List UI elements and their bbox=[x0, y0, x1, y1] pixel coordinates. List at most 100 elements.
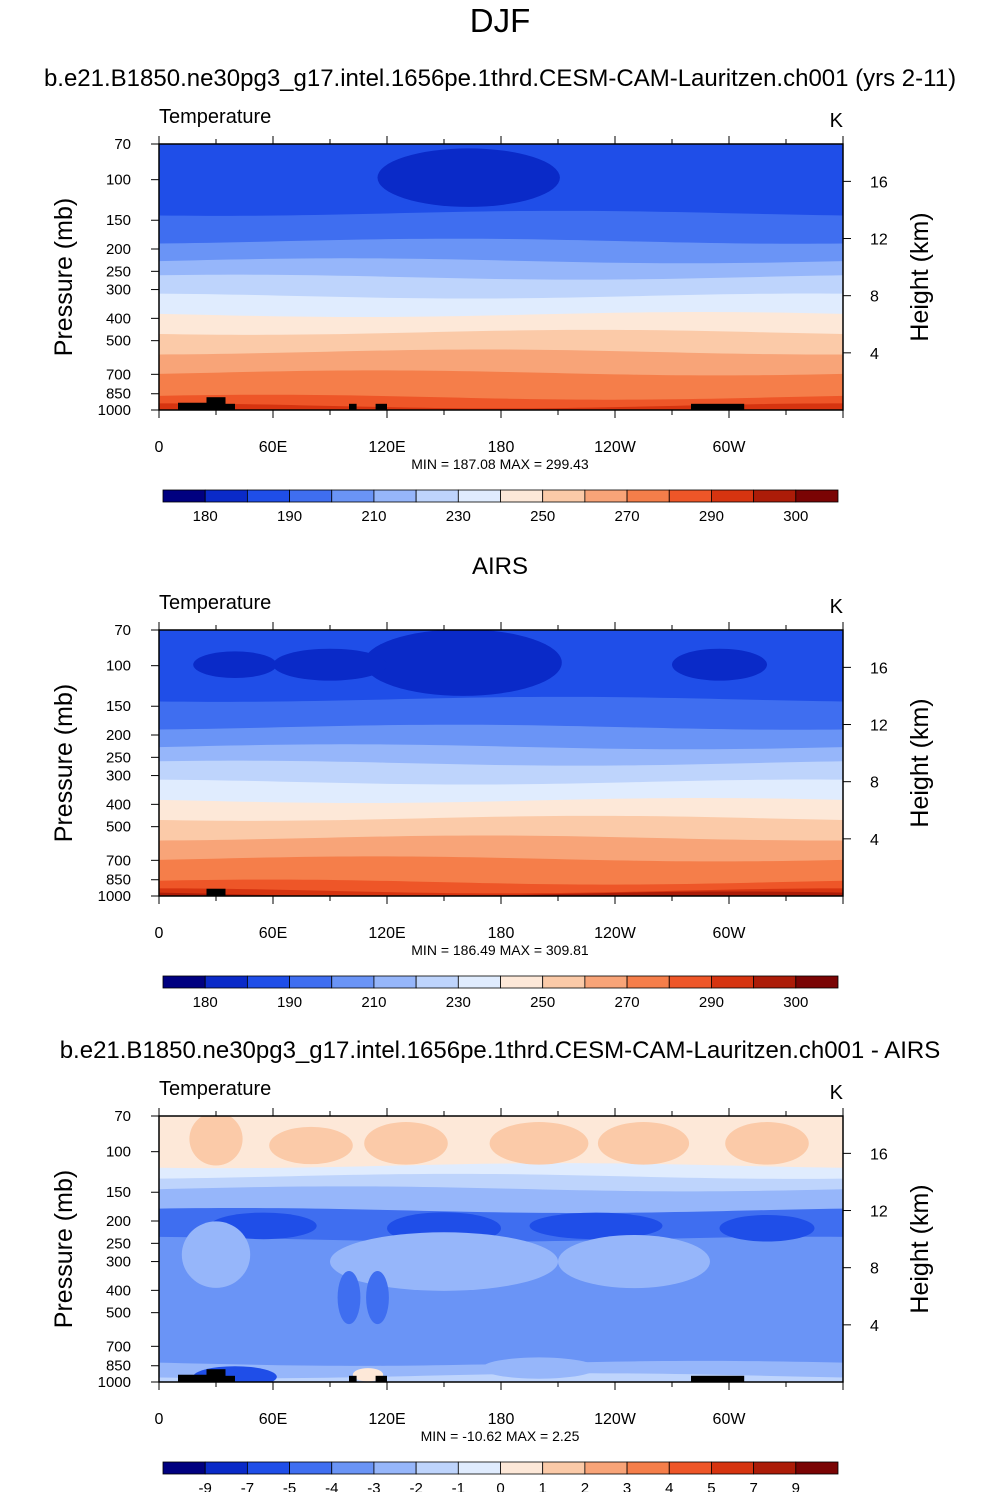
colorbar-label: 0 bbox=[496, 1480, 504, 1492]
colorbar-box bbox=[500, 1461, 544, 1475]
y-right-axis-label: Height (km) bbox=[906, 1184, 934, 1313]
y-tick-label: 700 bbox=[106, 852, 131, 869]
y-tick-label: 500 bbox=[106, 1305, 131, 1322]
colorbar-box bbox=[162, 975, 206, 989]
colorbar-box bbox=[331, 975, 375, 989]
colorbar-label: -1 bbox=[452, 1480, 465, 1492]
colorbar-box bbox=[500, 489, 544, 503]
contour-band bbox=[159, 403, 843, 410]
plot-area: 0 60E 120E 180 120W 60W 70 100 150 200 250 300 400 50… bbox=[98, 622, 888, 942]
contour-feature bbox=[181, 1221, 251, 1288]
contour-feature bbox=[330, 1232, 558, 1291]
colorbar-box bbox=[415, 489, 459, 503]
panel-airs: AIRS Temperature K 0 60E 120E 180 120W 60W 70 100 1… bbox=[50, 553, 934, 1011]
colorbar-box bbox=[584, 489, 628, 503]
colorbar-box bbox=[373, 489, 417, 503]
topography-mask bbox=[375, 403, 387, 410]
y-tick-label: 100 bbox=[106, 658, 131, 675]
contour-feature bbox=[273, 648, 387, 681]
topography-mask bbox=[225, 1375, 235, 1382]
colorbar-box bbox=[626, 489, 670, 503]
y-tick-label: 1000 bbox=[98, 402, 131, 419]
topography-mask bbox=[206, 888, 226, 896]
contour-band bbox=[159, 779, 843, 804]
colorbar-box bbox=[457, 975, 501, 989]
colorbar-box bbox=[204, 489, 248, 503]
contour-band bbox=[159, 724, 843, 750]
colorbar-label: 190 bbox=[277, 508, 302, 525]
units-label: K bbox=[830, 110, 844, 132]
colorbar-box bbox=[204, 975, 248, 989]
y-axis-label: Pressure (mb) bbox=[50, 1170, 78, 1328]
y-tick-label: 400 bbox=[106, 1282, 131, 1299]
colorbar-box bbox=[289, 489, 333, 503]
y-tick-label: 100 bbox=[106, 172, 131, 189]
contour-feature bbox=[529, 1212, 663, 1240]
contour-band bbox=[159, 394, 843, 409]
contour-feature bbox=[366, 1270, 389, 1325]
colorbar-box bbox=[668, 489, 712, 503]
min-max-label: MIN = 187.08 MAX = 299.43 bbox=[411, 456, 589, 472]
colorbar-label: 3 bbox=[623, 1480, 631, 1492]
colorbar-label: 270 bbox=[615, 994, 640, 1011]
x-tick-label: 0 bbox=[155, 1411, 164, 1428]
colorbar-label: 290 bbox=[699, 994, 724, 1011]
topography-mask bbox=[225, 403, 235, 410]
colorbar-box bbox=[711, 975, 755, 989]
y-right-tick-label: 8 bbox=[870, 1261, 879, 1278]
x-tick-label: 60E bbox=[259, 1411, 287, 1428]
units-label: K bbox=[830, 596, 844, 618]
panel-title: b.e21.B1850.ne30pg3_g17.intel.1656pe.1th… bbox=[44, 65, 956, 92]
colorbar-label: 210 bbox=[361, 994, 386, 1011]
colorbar-box bbox=[331, 1461, 375, 1475]
contour-feature bbox=[193, 651, 277, 678]
contour-band bbox=[159, 1207, 843, 1243]
colorbar-label: 210 bbox=[361, 508, 386, 525]
colorbar-box bbox=[373, 975, 417, 989]
y-tick-label: 70 bbox=[114, 136, 131, 153]
colorbar-box bbox=[711, 1461, 755, 1475]
y-tick-label: 300 bbox=[106, 1254, 131, 1271]
y-right-tick-label: 16 bbox=[870, 1146, 888, 1163]
y-tick-label: 250 bbox=[106, 749, 131, 766]
colorbar-box bbox=[331, 489, 375, 503]
topography-mask bbox=[691, 403, 745, 410]
contour-feature bbox=[672, 648, 767, 681]
topography-mask bbox=[178, 1374, 207, 1382]
colorbar-box bbox=[457, 1461, 501, 1475]
y-tick-label: 200 bbox=[106, 241, 131, 258]
topography-mask bbox=[691, 1375, 745, 1382]
contour-band bbox=[159, 891, 843, 896]
x-tick-label: 60E bbox=[259, 925, 287, 942]
colorbar-label: -7 bbox=[241, 1480, 254, 1492]
y-tick-label: 700 bbox=[106, 1338, 131, 1355]
x-tick-label: 120W bbox=[594, 925, 637, 942]
colorbar-box bbox=[373, 1461, 417, 1475]
y-tick-label: 850 bbox=[106, 872, 131, 889]
y-right-tick-label: 4 bbox=[870, 1318, 879, 1335]
topography-mask bbox=[349, 403, 357, 410]
topography-mask bbox=[375, 1375, 387, 1382]
y-tick-label: 250 bbox=[106, 263, 131, 280]
colorbar-box bbox=[753, 489, 797, 503]
panel-title: AIRS bbox=[472, 553, 528, 580]
y-tick-label: 200 bbox=[106, 727, 131, 744]
contour-band bbox=[159, 274, 843, 300]
colorbar-box bbox=[542, 975, 586, 989]
colorbar-box bbox=[668, 1461, 712, 1475]
colorbar-box bbox=[246, 489, 290, 503]
units-label: K bbox=[830, 1082, 844, 1104]
colorbar-label: 9 bbox=[792, 1480, 800, 1492]
contour-band bbox=[159, 760, 843, 786]
contour-band bbox=[159, 856, 843, 886]
y-tick-label: 150 bbox=[106, 698, 131, 715]
colorbar-box bbox=[795, 489, 839, 503]
colorbar-label: 180 bbox=[193, 508, 218, 525]
panel-model: b.e21.B1850.ne30pg3_g17.intel.1656pe.1th… bbox=[44, 65, 956, 525]
contour-band bbox=[159, 329, 843, 356]
contour-feature bbox=[558, 1234, 710, 1289]
contour-band bbox=[159, 210, 843, 245]
y-right-tick-label: 12 bbox=[870, 232, 888, 249]
panel-difference: b.e21.B1850.ne30pg3_g17.intel.1656pe.1th… bbox=[50, 1037, 940, 1492]
